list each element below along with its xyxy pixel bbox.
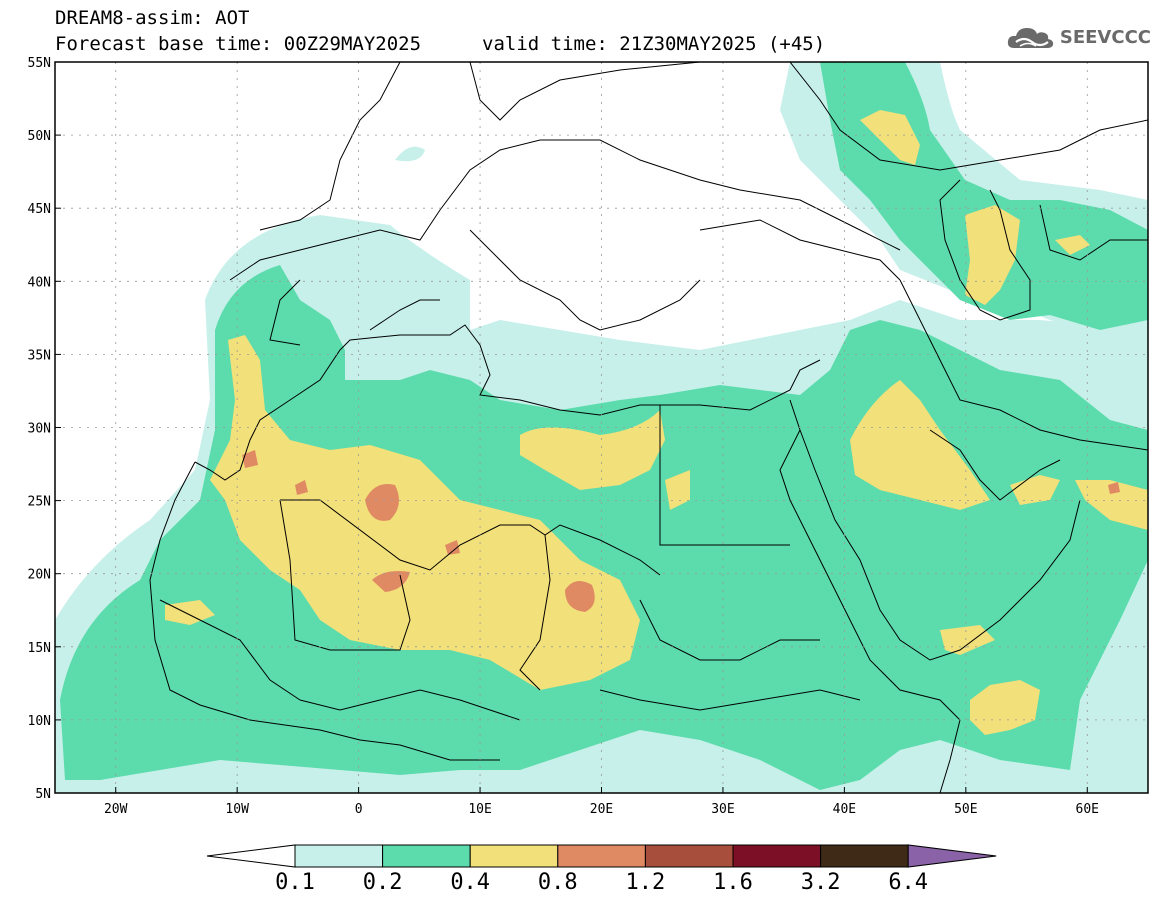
- lon-label: 50E: [954, 802, 977, 817]
- colorbar-segment: [820, 844, 909, 868]
- lat-label: 5N: [35, 787, 51, 802]
- aot-field: [55, 62, 1148, 793]
- aot-band-0-4-yemen: [940, 625, 995, 655]
- lon-label: 0: [355, 802, 363, 817]
- lat-label: 25N: [28, 495, 51, 510]
- colorbar-label: 0.8: [538, 870, 578, 895]
- aot-band-0-1-small: [395, 146, 425, 162]
- cloud-icon: [1007, 28, 1054, 48]
- product-title: DREAM8-assim: AOT: [55, 7, 250, 29]
- colorbar-label: 3.2: [801, 870, 841, 895]
- lat-label: 35N: [28, 348, 51, 363]
- lat-label: 40N: [28, 275, 51, 290]
- aot-band-0-4-mauritania: [165, 600, 215, 625]
- lon-label: 60E: [1076, 802, 1099, 817]
- lon-label: 20W: [104, 802, 128, 817]
- lat-label: 55N: [28, 56, 51, 71]
- colorbar-segment: [469, 844, 559, 868]
- aot-band-0-8-d: [242, 450, 258, 468]
- lat-label: 10N: [28, 714, 51, 729]
- colorbar-segment: [732, 844, 822, 868]
- seevccc-logo: SEEVCCC: [1006, 22, 1151, 52]
- aot-band-0-4-caspian: [965, 205, 1020, 305]
- lat-label: 20N: [28, 568, 51, 583]
- colorbar-segment: [557, 844, 646, 868]
- aot-band-0-8-b: [565, 581, 595, 612]
- aot-band-0-4: [210, 335, 640, 690]
- aot-band-0-4-gulf: [1010, 475, 1060, 505]
- colorbar-label: 0.2: [363, 870, 403, 895]
- colorbar-over-triangle: [907, 844, 997, 868]
- lon-label: 30E: [711, 802, 734, 817]
- latitude-labels: 55N 50N 45N 40N 35N 30N 25N 20N 15N 10N 5N: [28, 56, 61, 802]
- colorbar-label: 1.2: [626, 870, 666, 895]
- colorbar-under-triangle: [206, 844, 296, 868]
- aot-band-0-4-arabia: [850, 380, 990, 510]
- logo-text: SEEVCCC: [1059, 26, 1151, 48]
- aot-band-0-2: [60, 265, 1148, 790]
- colorbar-label: 0.4: [450, 870, 490, 895]
- aot-band-0-8-e: [295, 480, 308, 495]
- aot-band-0-4-libya: [520, 410, 665, 490]
- colorbar-label: 6.4: [888, 870, 928, 895]
- lon-label: 10W: [225, 802, 249, 817]
- longitude-labels: 20W 10W 0 10E 20E 30E 40E 50E 60E: [104, 787, 1099, 817]
- aot-band-0-4-oman: [1075, 480, 1148, 530]
- colorbar-segment: [382, 844, 471, 868]
- colorbar-label: 0.1: [275, 870, 315, 895]
- aot-band-0-4-russia: [860, 110, 920, 165]
- aot-band-0-4-somalia: [970, 680, 1040, 735]
- colorbar-segment: [294, 844, 384, 868]
- lon-label: 10E: [468, 802, 491, 817]
- lon-label: 20E: [590, 802, 613, 817]
- forecast-base-time: Forecast base time: 00Z29MAY2025: [55, 33, 422, 55]
- lat-label: 50N: [28, 129, 51, 144]
- coastlines: [149, 62, 1148, 793]
- aot-band-0-4-aral: [1055, 235, 1090, 255]
- lat-label: 15N: [28, 641, 51, 656]
- aot-band-0-8-a: [365, 484, 399, 521]
- aot-band-0-4-sudan: [665, 470, 690, 510]
- aot-band-0-8-f: [445, 540, 460, 555]
- colorbar: 0.1 0.2 0.4 0.8 1.2 1.6 3.2 6.4: [206, 844, 997, 895]
- graticule: [55, 62, 1148, 793]
- lon-label: 40E: [833, 802, 856, 817]
- lat-label: 30N: [28, 422, 51, 437]
- colorbar-segment: [644, 844, 734, 868]
- lat-label: 45N: [28, 202, 51, 217]
- aot-band-0-8-g: [1108, 482, 1120, 494]
- colorbar-label: 1.6: [713, 870, 753, 895]
- valid-time: valid time: 21Z30MAY2025 (+45): [482, 33, 826, 55]
